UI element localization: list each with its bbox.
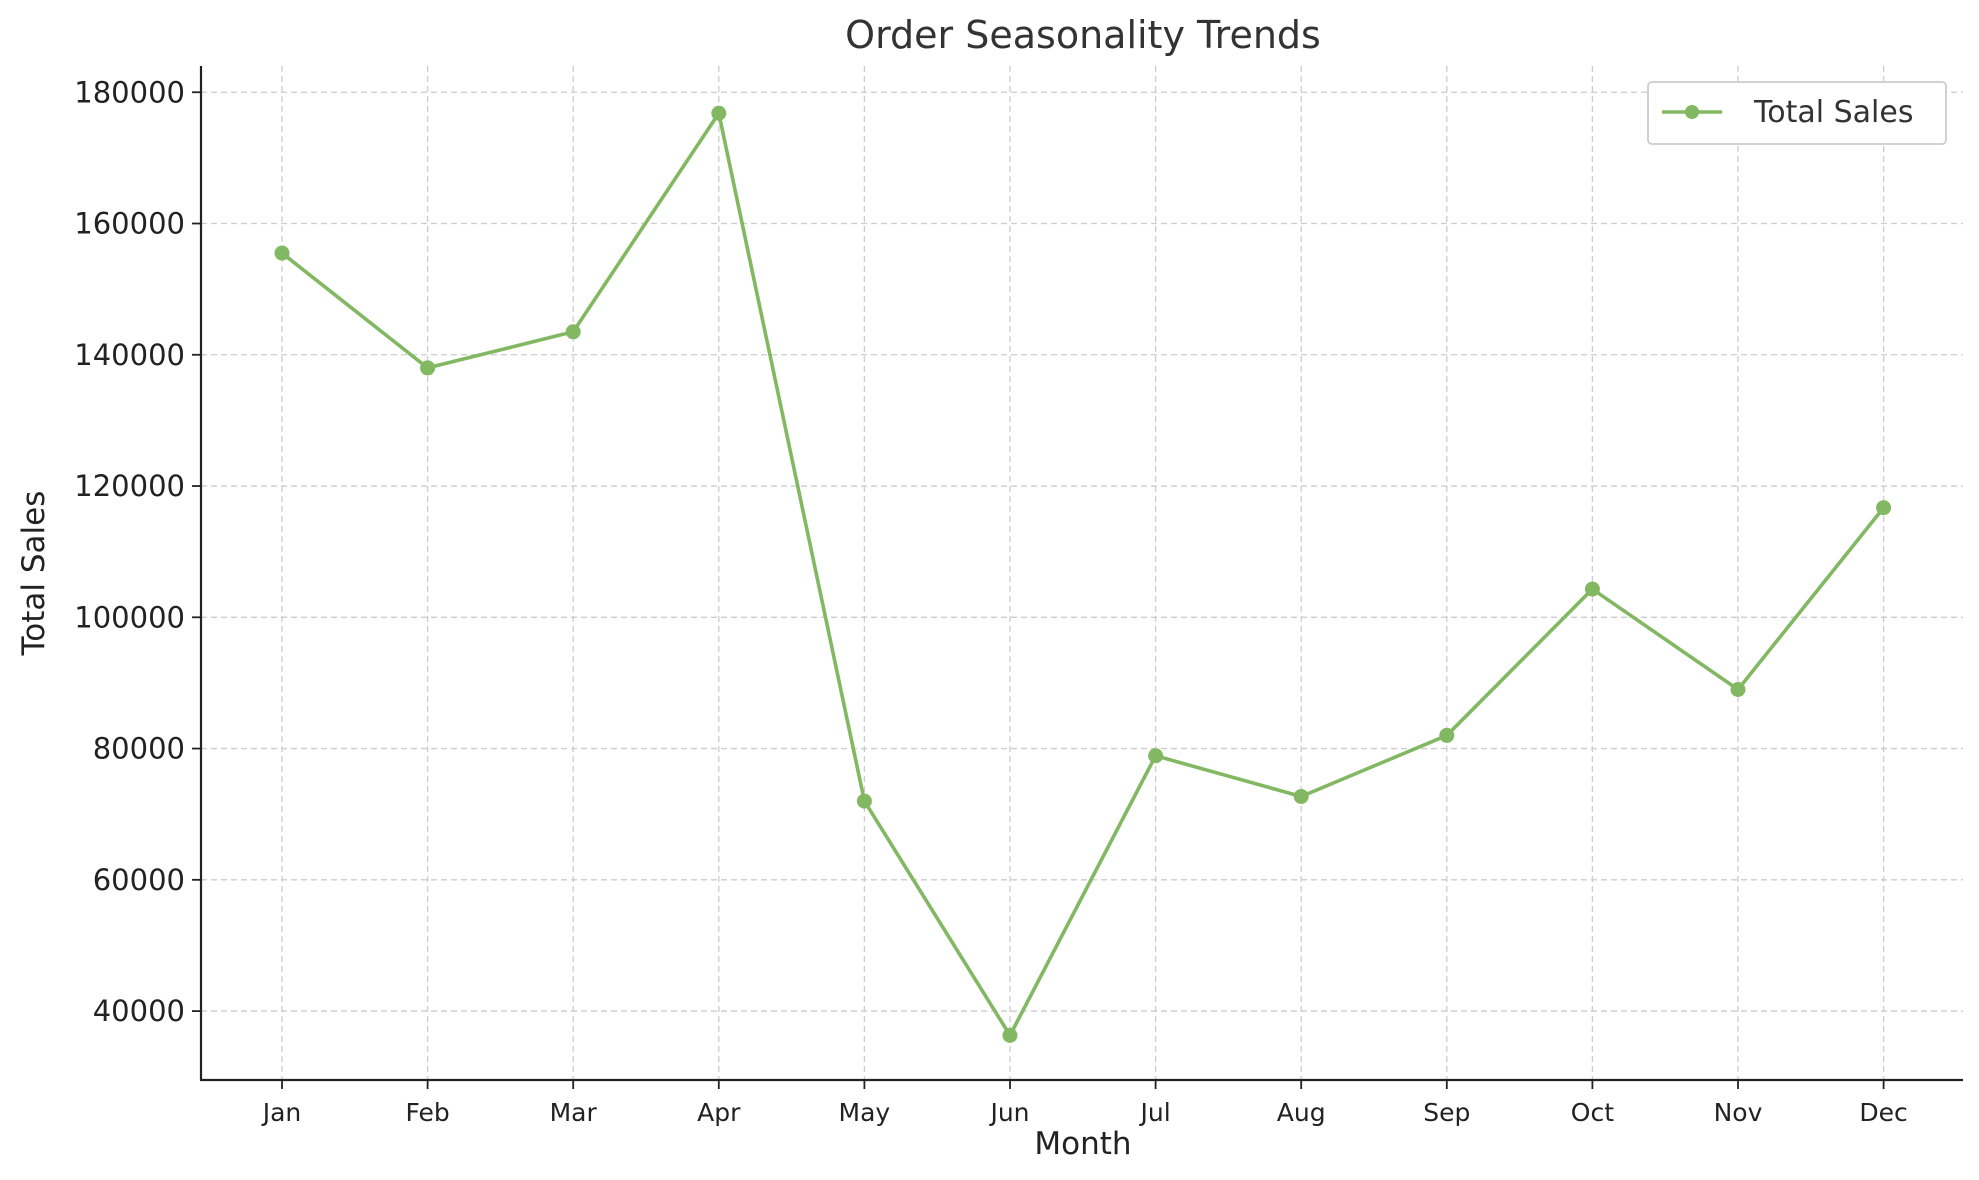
x-tick-label: Feb (405, 1098, 449, 1127)
series-line-total-sales (280, 111, 1886, 1038)
data-point-dec (1876, 500, 1892, 516)
y-axis-label: Total Sales (16, 491, 52, 657)
data-point-jul (1148, 748, 1164, 764)
y-tick-label: 80000 (93, 732, 185, 766)
data-point-nov (1730, 681, 1746, 697)
data-point-jan (274, 245, 290, 261)
x-axis-label: Month (1034, 1126, 1131, 1162)
x-tick-label: Oct (1571, 1098, 1614, 1127)
y-tick-label: 100000 (74, 600, 185, 634)
data-point-feb (420, 360, 436, 376)
legend-point-marker (1685, 105, 1699, 119)
x-tick-label: Jan (261, 1098, 302, 1127)
x-tick-label: Jun (988, 1098, 1029, 1127)
x-tick-label: Apr (697, 1098, 741, 1127)
y-axis-ticks: 40000 60000 80000 100000 120000 140000 160000 1… (74, 75, 201, 1028)
chart-title: Order Seasonality Trends (845, 13, 1321, 57)
legend: Total Sales (1647, 81, 1947, 145)
x-axis-ticks: Jan Feb Mar Apr May Jun Jul Aug Sep Oct Nov Dec (261, 1080, 1908, 1127)
x-tick-label: Sep (1423, 1098, 1470, 1127)
data-point-oct (1584, 581, 1600, 597)
data-point-sep (1439, 727, 1455, 743)
legend-entry-total-sales: Total Sales (1753, 95, 1913, 130)
y-tick-label: 140000 (74, 338, 185, 372)
data-point-jun (1002, 1027, 1018, 1043)
x-tick-label: Nov (1714, 1098, 1763, 1127)
series-layer (274, 105, 1892, 1043)
data-point-may (856, 793, 872, 809)
y-tick-label: 160000 (74, 207, 185, 241)
data-point-aug (1293, 788, 1309, 804)
y-tick-label: 180000 (74, 75, 185, 109)
x-tick-label: Jul (1139, 1098, 1171, 1127)
x-tick-label: Aug (1277, 1098, 1326, 1127)
data-point-apr (711, 105, 727, 121)
x-tick-label: May (839, 1098, 891, 1127)
x-tick-label: Mar (550, 1098, 598, 1127)
y-tick-label: 60000 (93, 863, 185, 897)
data-point-mar (565, 324, 581, 340)
x-tick-label: Dec (1859, 1098, 1907, 1127)
y-tick-label: 40000 (93, 994, 185, 1028)
legend-box (1647, 81, 1947, 145)
grid-lines (201, 66, 1963, 1080)
y-tick-label: 120000 (74, 469, 185, 503)
